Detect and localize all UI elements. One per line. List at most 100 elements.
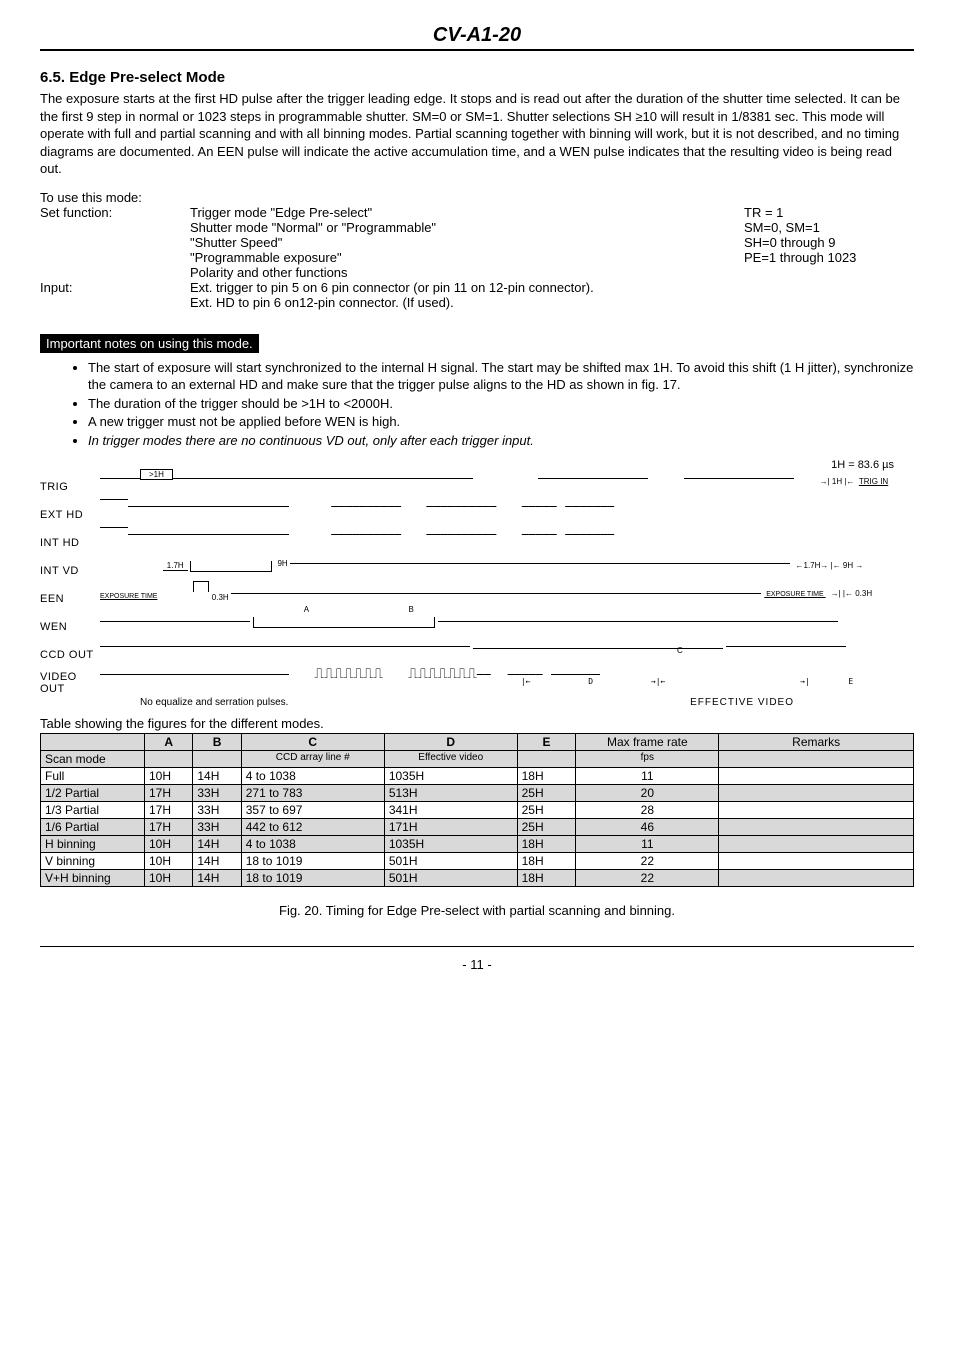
table-cell: 14H [193,853,241,870]
table-caption: Table showing the figures for the differ… [40,716,914,731]
kv-mid: Shutter mode "Normal" or "Programmable" [190,220,744,235]
kv-row: "Shutter Speed"SH=0 through 9 [40,235,914,250]
table-cell: H binning [41,836,145,853]
table-cell: 1/6 Partial [41,819,145,836]
timing-diagram: 1H = 83.6 µs TRIG >1H →| 1H |← TRIG IN E… [40,459,914,708]
table-cell: V+H binning [41,870,145,887]
doc-title: CV-A1-20 [40,24,914,51]
figure-caption: Fig. 20. Timing for Edge Pre-select with… [40,903,914,918]
table-cell [719,836,914,853]
signal-row-een: EEN EXPOSURE TIME 0.3H EXPOSURE TIME →| … [40,585,914,613]
table-cell: 10H [144,870,192,887]
table-cell: 271 to 783 [241,785,384,802]
table-cell: 33H [193,819,241,836]
signal-label: TRIG [40,481,100,493]
bullet-item: The duration of the trigger should be >1… [88,395,914,413]
table-cell [719,819,914,836]
kv-val: SM=0, SM=1 [744,220,914,235]
table-cell: 501H [384,853,517,870]
table-cell: 501H [384,870,517,887]
important-bullet-list: The start of exposure will start synchro… [40,359,914,450]
table-subheader: fps [576,751,719,768]
table-cell: 25H [517,785,576,802]
table-row: V binning10H14H18 to 1019501H18H22 [41,853,914,870]
kv-mid: Ext. trigger to pin 5 on 6 pin connector… [190,280,744,295]
kv-row: Set function:Trigger mode "Edge Pre-sele… [40,205,914,220]
table-cell: 25H [517,819,576,836]
table-subheader [193,751,241,768]
table-cell: 17H [144,802,192,819]
kv-val: SH=0 through 9 [744,235,914,250]
use-mode-block: To use this mode: Set function:Trigger m… [40,190,914,310]
kv-val [744,265,914,280]
table-header: B [193,734,241,751]
signal-row-wen: WEN A B [40,613,914,641]
signal-row-intvd: INT VD 1.7H 9H ←1.7H→ |← 9H → [40,557,914,585]
section-title: 6.5. Edge Pre-select Mode [40,69,914,86]
kv-val [744,280,914,295]
table-row: 1/6 Partial17H33H442 to 612171H25H46 [41,819,914,836]
table-row: H binning10H14H4 to 10381035H18H11 [41,836,914,853]
signal-label: VIDEO OUT [40,671,100,695]
table-cell: 14H [193,836,241,853]
table-cell: 18H [517,768,576,785]
table-header: A [144,734,192,751]
table-cell: 14H [193,870,241,887]
signal-label: INT VD [40,565,100,577]
kv-key [40,295,190,310]
table-cell: 18 to 1019 [241,853,384,870]
table-cell [719,853,914,870]
kv-row: Polarity and other functions [40,265,914,280]
kv-key [40,235,190,250]
section-number: 6.5. [40,69,65,86]
signal-row-inthd: INT HD ⎺⎺⎯⎯⎯⎯⎯⎯⎯⎯⎯⎯⎯⎯⎯⎯⎯⎯⎯⎯⎯⎯⎯⎯⎯ ⎯⎯⎯⎯⎯⎯⎯… [40,529,914,557]
table-header: Max frame rate [576,734,719,751]
table-subheader [144,751,192,768]
table-cell: 10H [144,768,192,785]
table-cell: 11 [576,768,719,785]
table-header: C [241,734,384,751]
signal-row-trig: TRIG >1H →| 1H |← TRIG IN [40,473,914,501]
signal-label: INT HD [40,537,100,549]
section-name: Edge Pre-select Mode [69,69,225,86]
important-heading: Important notes on using this mode. [40,334,259,353]
table-cell: 4 to 1038 [241,836,384,853]
table-cell: 442 to 612 [241,819,384,836]
table-cell: 4 to 1038 [241,768,384,785]
signal-label: CCD OUT [40,649,100,661]
page-footer: - 11 - [40,946,914,972]
table-cell: 10H [144,836,192,853]
table-cell: V binning [41,853,145,870]
table-subheader [517,751,576,768]
signal-row-videoout: VIDEO OUT ⎯⎯⎯⎯⎯⎯⎯⎯⎯⎯⎯⎯⎯⎯⎯⎯⎯⎯⎯⎯⎯⎯⎯⎯⎯⎯⎯ ⎍⎍… [40,669,914,697]
table-cell: 10H [144,853,192,870]
diagram-note-left: No equalize and serration pulses. [140,697,288,708]
table-cell [719,785,914,802]
kv-row: "Programmable exposure"PE=1 through 1023 [40,250,914,265]
table-subheader: CCD array line # [241,751,384,768]
table-cell: 28 [576,802,719,819]
page-number: - 11 - [462,957,491,972]
table-row: 1/2 Partial17H33H271 to 783513H25H20 [41,785,914,802]
kv-row: Input:Ext. trigger to pin 5 on 6 pin con… [40,280,914,295]
table-cell: 20 [576,785,719,802]
table-cell: Full [41,768,145,785]
kv-key [40,220,190,235]
table-subheader [719,751,914,768]
table-cell: 14H [193,768,241,785]
table-cell [719,768,914,785]
bullet-item: In trigger modes there are no continuous… [88,432,914,450]
table-subheader: Effective video [384,751,517,768]
table-cell: 171H [384,819,517,836]
kv-mid: "Programmable exposure" [190,250,744,265]
table-cell: 18H [517,853,576,870]
table-cell: 513H [384,785,517,802]
table-cell: 22 [576,870,719,887]
signal-label: EEN [40,593,100,605]
table-cell: 25H [517,802,576,819]
table-cell: 341H [384,802,517,819]
signal-label: EXT HD [40,509,100,521]
intro-paragraph: The exposure starts at the first HD puls… [40,90,914,178]
kv-key: Input: [40,280,190,295]
table-cell: 33H [193,785,241,802]
